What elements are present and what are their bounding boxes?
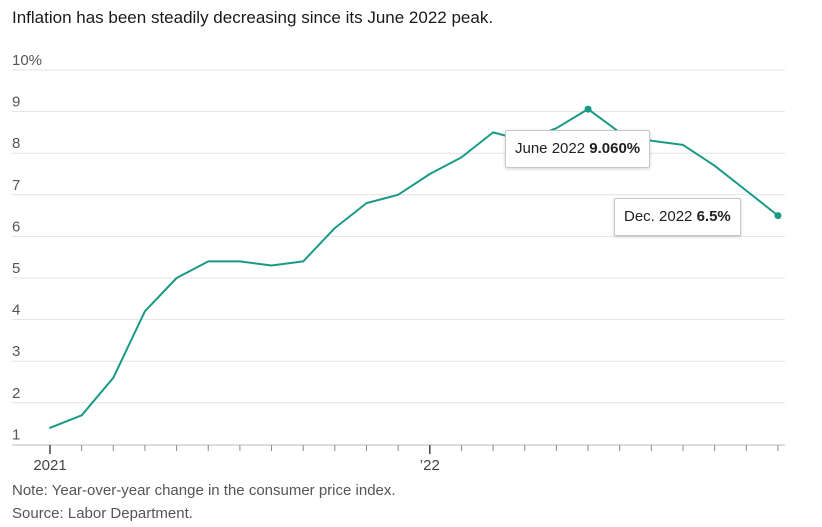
tooltip-dec-2022: Dec. 2022 6.5% [614,198,741,236]
tooltip-june-label: June 2022 [515,140,586,157]
data-point-2022-06 [584,105,592,113]
y-tick-label-1: 1 [12,426,20,443]
y-tick-label-7: 7 [12,177,20,194]
tooltip-june-2022: June 2022 9.060% [505,130,651,168]
tooltip-dec-value: 6.5% [696,208,731,225]
series-line-0 [49,108,779,429]
x-tick-label-2022-01: ’22 [420,457,440,474]
data-point-2022-12 [774,212,782,220]
y-tick-label-9: 9 [12,94,20,111]
gridlines [12,69,785,404]
y-tick-label-2: 2 [12,385,20,402]
x-tick-label-2021-01: 2021 [33,457,66,474]
annotation-points [584,105,782,220]
y-axis-tick-labels: 1 2 3 4 5 6 7 8 9 10% [12,52,42,443]
y-tick-label-5: 5 [12,260,20,277]
y-tick-label-8: 8 [12,135,20,152]
chart-title: Inflation has been steadily decreasing s… [12,8,494,27]
y-tick-label-4: 4 [12,302,20,319]
y-tick-label-6: 6 [12,218,20,235]
y-tick-label-10: 10% [12,52,42,69]
tooltip-dec-label: Dec. 2022 [624,208,693,225]
chart-source: Source: Labor Department. [12,505,193,522]
y-tick-label-3: 3 [12,343,20,360]
line-chart: 1 2 3 4 5 6 7 8 9 10% 2021 ’22 [12,52,785,474]
tooltip-june-value: 9.060% [589,140,641,157]
x-axis: 2021 ’22 [12,444,785,474]
chart-note: Note: Year-over-year change in the consu… [12,482,396,499]
series-lines [49,108,779,429]
